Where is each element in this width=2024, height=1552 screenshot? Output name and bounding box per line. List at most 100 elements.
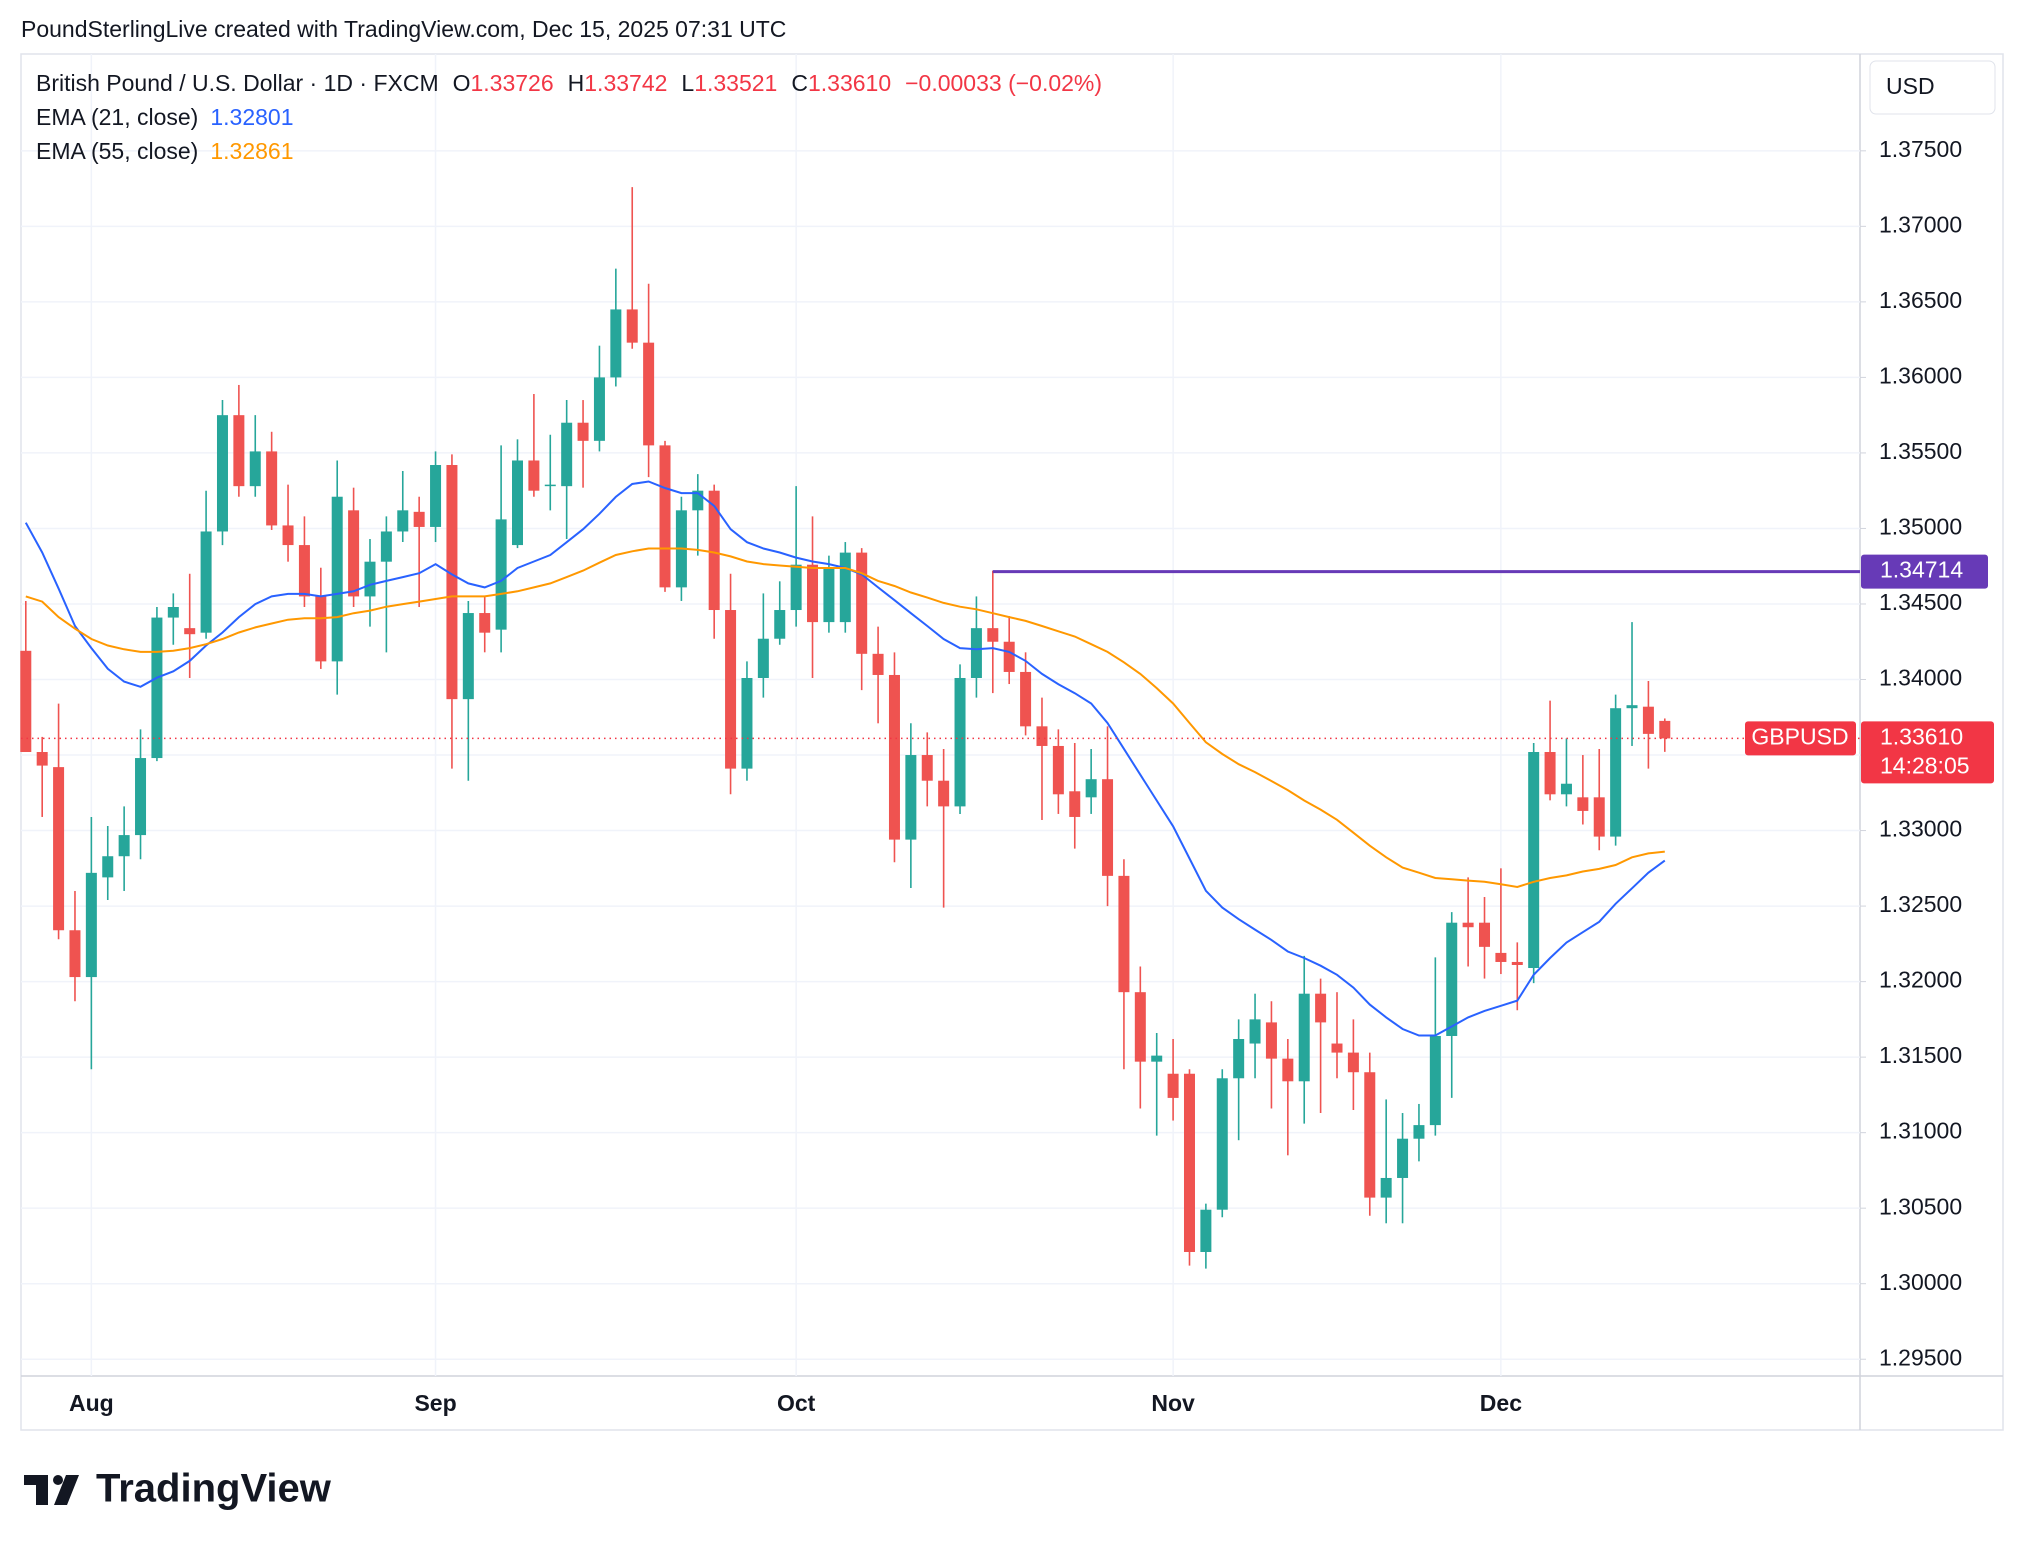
- ohlc-value: 1.33610: [808, 70, 891, 96]
- candle-body: [888, 674, 900, 840]
- ema-value: 1.32861: [210, 138, 293, 164]
- candle-body: [1183, 1073, 1195, 1252]
- y-tick-label: 1.35500: [1879, 438, 1962, 464]
- y-tick-label: 1.37000: [1879, 211, 1962, 237]
- y-tick-label: 1.34500: [1879, 589, 1962, 615]
- logo: TradingView: [24, 1467, 332, 1511]
- candle-body: [823, 567, 835, 623]
- candle-body: [774, 610, 786, 639]
- candle-body: [184, 628, 196, 635]
- candle-body: [1003, 641, 1015, 672]
- candle-body: [577, 422, 589, 441]
- ohlc-key: L: [681, 70, 694, 96]
- candle-body: [315, 596, 327, 662]
- candle-body: [1397, 1138, 1409, 1178]
- candle-body: [1265, 1022, 1277, 1059]
- candle-body: [528, 460, 540, 491]
- candle-body: [1315, 993, 1327, 1023]
- candle-body: [659, 445, 671, 588]
- candle-body: [1577, 797, 1589, 811]
- candle-body: [1249, 1019, 1261, 1044]
- currency[interactable]: USD: [1886, 73, 1935, 99]
- candle-body: [741, 677, 753, 769]
- candle-body: [20, 650, 32, 753]
- logo-icon: [53, 1475, 63, 1485]
- candle-body: [446, 465, 458, 700]
- ohlc-value: 1.33521: [694, 70, 777, 96]
- candle-body: [593, 377, 605, 441]
- candle-body: [266, 451, 278, 526]
- candle-body: [1528, 752, 1540, 969]
- candle-body: [1102, 779, 1114, 876]
- candle-body: [512, 460, 523, 546]
- candle-body: [397, 510, 409, 532]
- candle-body: [561, 422, 573, 487]
- candle-body: [921, 755, 933, 781]
- x-tick-label: Dec: [1480, 1390, 1522, 1416]
- candle-body: [970, 628, 982, 678]
- candle-body: [757, 638, 769, 678]
- candle-body: [430, 465, 442, 527]
- candle-body: [1544, 752, 1556, 795]
- candle-body: [1134, 992, 1146, 1062]
- ohlc-value: 1.33742: [584, 70, 667, 96]
- symbol: British Pound / U.S. Dollar · 1D · FXCM: [36, 70, 439, 96]
- x-tick-label: Oct: [777, 1390, 816, 1416]
- ema-value: 1.32801: [210, 104, 293, 130]
- candle-body: [298, 545, 310, 597]
- candle-body: [1593, 797, 1605, 837]
- y-tick-label: 1.29500: [1879, 1344, 1962, 1370]
- plot: 1.29500 1.30000 1.30500 1.31000 1.31500 1.320…: [20, 54, 1994, 1416]
- symbol-label: GBPUSD: [1751, 723, 1848, 749]
- y-tick-label: 1.31000: [1879, 1118, 1962, 1144]
- level-box: [1861, 554, 1988, 589]
- candle-body: [331, 496, 343, 662]
- candle-body: [53, 767, 65, 931]
- candle-body: [1560, 783, 1572, 795]
- candle-body: [36, 752, 48, 766]
- candle-body: [938, 780, 950, 807]
- candle-body: [626, 309, 638, 343]
- candle-body: [1298, 993, 1310, 1082]
- candle-body: [151, 617, 163, 759]
- candle-body: [364, 561, 376, 597]
- y-tick-label: 1.34000: [1879, 665, 1962, 691]
- candle-body: [413, 511, 425, 527]
- credit: PoundSterlingLive created with TradingVi…: [21, 16, 786, 42]
- candle-body: [200, 531, 212, 633]
- candle-body: [1151, 1055, 1163, 1062]
- ohlc-value: 1.33726: [471, 70, 554, 96]
- candle-body: [479, 613, 491, 633]
- candle-body: [1036, 726, 1048, 746]
- candle-body: [1216, 1078, 1228, 1210]
- candle-body: [1167, 1073, 1179, 1098]
- candle-body: [249, 451, 261, 487]
- logo-icon: [54, 1475, 79, 1505]
- candle-body: [1462, 922, 1474, 928]
- y-tick-label: 1.32000: [1879, 967, 1962, 993]
- ema-name: EMA (21, close): [36, 104, 198, 130]
- candle-body: [1347, 1052, 1359, 1073]
- candle-body: [987, 628, 999, 642]
- y-tick-label: 1.30000: [1879, 1269, 1962, 1295]
- candle-body: [1380, 1177, 1392, 1198]
- candle-body: [610, 309, 622, 378]
- currency-box[interactable]: [1869, 60, 1996, 115]
- candle-body: [1642, 706, 1654, 734]
- y-tick-label: 1.36000: [1879, 362, 1962, 388]
- candle-body: [1626, 705, 1638, 709]
- candle-body: [118, 835, 130, 857]
- ema-line: [25, 547, 1665, 889]
- logo-icon: [24, 1475, 48, 1505]
- countdown: 14:28:05: [1880, 752, 1970, 778]
- candle-body: [872, 653, 884, 675]
- y-tick-label: 1.36500: [1879, 287, 1962, 313]
- candle-body: [1020, 671, 1032, 727]
- legend-main: British Pound / U.S. Dollar · 1D · FXCM O…: [36, 70, 1102, 96]
- candle-body: [233, 415, 245, 487]
- candle-body: [102, 856, 114, 878]
- candle-body: [462, 613, 474, 700]
- ohlc-key: C: [791, 70, 808, 96]
- y-tick-label: 1.35000: [1879, 514, 1962, 540]
